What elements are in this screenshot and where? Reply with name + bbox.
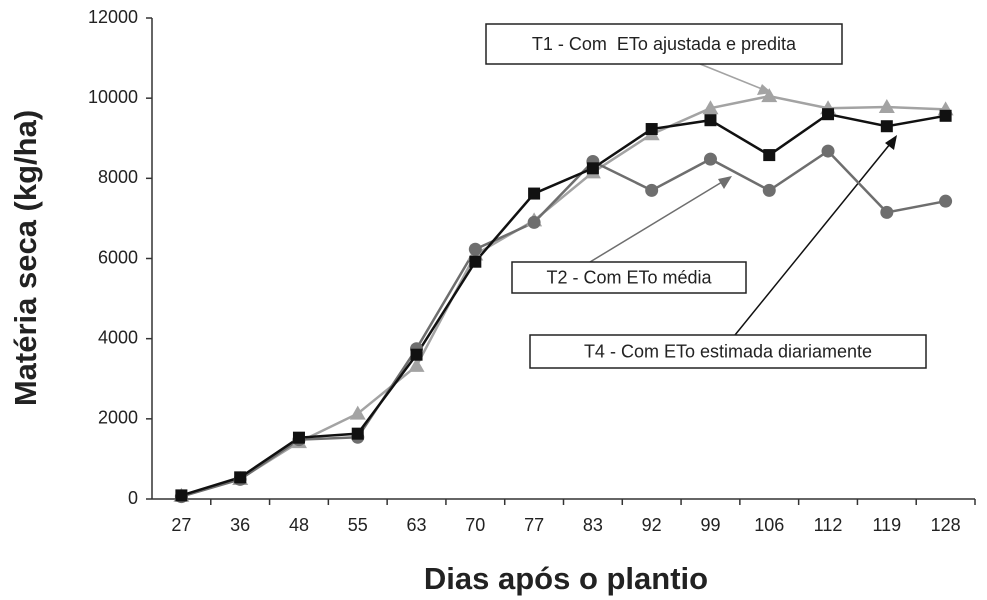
marker (763, 149, 776, 162)
marker (880, 120, 893, 133)
annotation-label: T1 - Com ETo ajustada e predita (532, 34, 797, 54)
x-tick-label: 119 (872, 515, 901, 535)
annotation-label: T4 - Com ETo estimada diariamente (584, 341, 872, 361)
marker (939, 109, 952, 122)
y-tick-label: 4000 (98, 327, 138, 347)
x-tick-label: 83 (583, 515, 603, 535)
marker (292, 431, 305, 444)
annotation-box (511, 261, 747, 294)
marker (351, 427, 364, 440)
marker (645, 183, 659, 197)
x-tick-label: 48 (289, 515, 309, 535)
marker (702, 100, 719, 115)
y-tick-label: 2000 (98, 408, 138, 428)
y-tick-label: 12000 (88, 7, 138, 27)
y-axis-title: Matéria seca (kg/ha) (8, 110, 43, 406)
arrowhead (885, 135, 897, 150)
x-tick-label: 99 (700, 515, 720, 535)
marker (645, 123, 658, 136)
series-line (181, 149, 946, 498)
marker (527, 215, 541, 229)
marker (761, 88, 778, 103)
arrow (589, 181, 723, 263)
annotation-label: T2 - Com ETo média (546, 267, 712, 287)
arrow (699, 63, 763, 90)
x-tick-label: 36 (230, 515, 250, 535)
x-tick-label: 128 (931, 515, 961, 535)
arrow (734, 143, 891, 336)
marker (703, 152, 717, 166)
marker (234, 471, 247, 484)
x-tick-label: 70 (465, 515, 485, 535)
marker (175, 489, 188, 502)
marker (704, 114, 717, 127)
marker (762, 183, 776, 197)
x-tick-label: 106 (754, 515, 784, 535)
x-tick-label: 55 (348, 515, 368, 535)
marker (349, 405, 366, 420)
marker (528, 187, 541, 200)
marker (586, 162, 599, 175)
annotation-box (529, 334, 927, 369)
x-tick-label: 92 (642, 515, 662, 535)
x-tick-label: 112 (814, 515, 843, 535)
marker (878, 98, 895, 113)
marker (469, 255, 482, 268)
x-tick-label: 77 (524, 515, 544, 535)
annotation-box (485, 23, 843, 65)
series-line (181, 112, 946, 497)
marker (939, 194, 953, 208)
marker (408, 357, 425, 372)
y-tick-label: 10000 (88, 87, 138, 107)
y-tick-label: 8000 (98, 167, 138, 187)
arrowhead (718, 176, 732, 189)
marker (468, 242, 482, 256)
y-tick-label: 0 (128, 488, 138, 508)
x-tick-label: 63 (407, 515, 427, 535)
x-tick-label: 27 (171, 515, 191, 535)
x-axis-title: Dias após o plantio (424, 561, 708, 596)
marker (880, 205, 894, 219)
marker (410, 348, 423, 361)
y-tick-label: 6000 (98, 247, 138, 267)
marker (821, 144, 835, 158)
marker (822, 108, 835, 121)
annotation-arrows (589, 63, 897, 336)
